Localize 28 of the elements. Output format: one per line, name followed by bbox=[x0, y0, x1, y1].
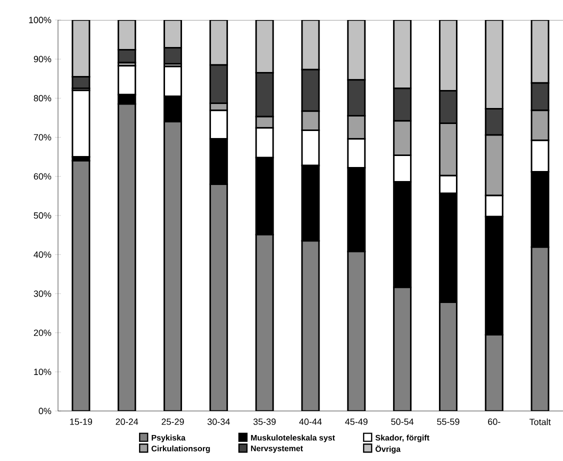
x-tick-label: 50-54 bbox=[391, 418, 414, 425]
y-tick-label: 90% bbox=[34, 56, 52, 62]
legend-label: Cirkulationsorg bbox=[152, 445, 210, 453]
y-tick-label: 80% bbox=[34, 95, 52, 102]
legend-label: Muskuloteleskala syst bbox=[251, 434, 335, 442]
legend-label: Övriga bbox=[376, 444, 401, 454]
x-tick-label: 30-34 bbox=[208, 418, 230, 425]
y-tick-label: 0% bbox=[38, 408, 52, 414]
y-tick-label: 60% bbox=[34, 173, 52, 180]
x-tick-label: 55-59 bbox=[437, 418, 460, 425]
x-tick-label: 45-49 bbox=[345, 418, 368, 425]
legend-label: Psykiska bbox=[152, 434, 186, 442]
x-tick-label: 20-24 bbox=[116, 418, 138, 425]
y-tick-label: 50% bbox=[34, 212, 52, 219]
x-tick-label: 15-19 bbox=[70, 418, 92, 425]
x-tick-label: 35-39 bbox=[253, 418, 276, 425]
x-tick-label: 40-44 bbox=[299, 418, 322, 425]
legend-label: Skador, förgift bbox=[375, 434, 430, 442]
x-tick-label: 60- bbox=[488, 418, 500, 425]
x-tick-label: 25-29 bbox=[162, 418, 184, 425]
x-tick-label: Totalt bbox=[529, 418, 551, 426]
y-tick-label: 10% bbox=[34, 368, 52, 376]
y-tick-label: 40% bbox=[34, 251, 52, 258]
y-tick-label: 20% bbox=[34, 330, 52, 336]
y-tick-label: 100% bbox=[29, 16, 52, 24]
y-tick-label: 70% bbox=[34, 134, 52, 140]
y-tick-label: 30% bbox=[34, 290, 52, 297]
legend-label: Nervsystemet bbox=[251, 446, 303, 453]
